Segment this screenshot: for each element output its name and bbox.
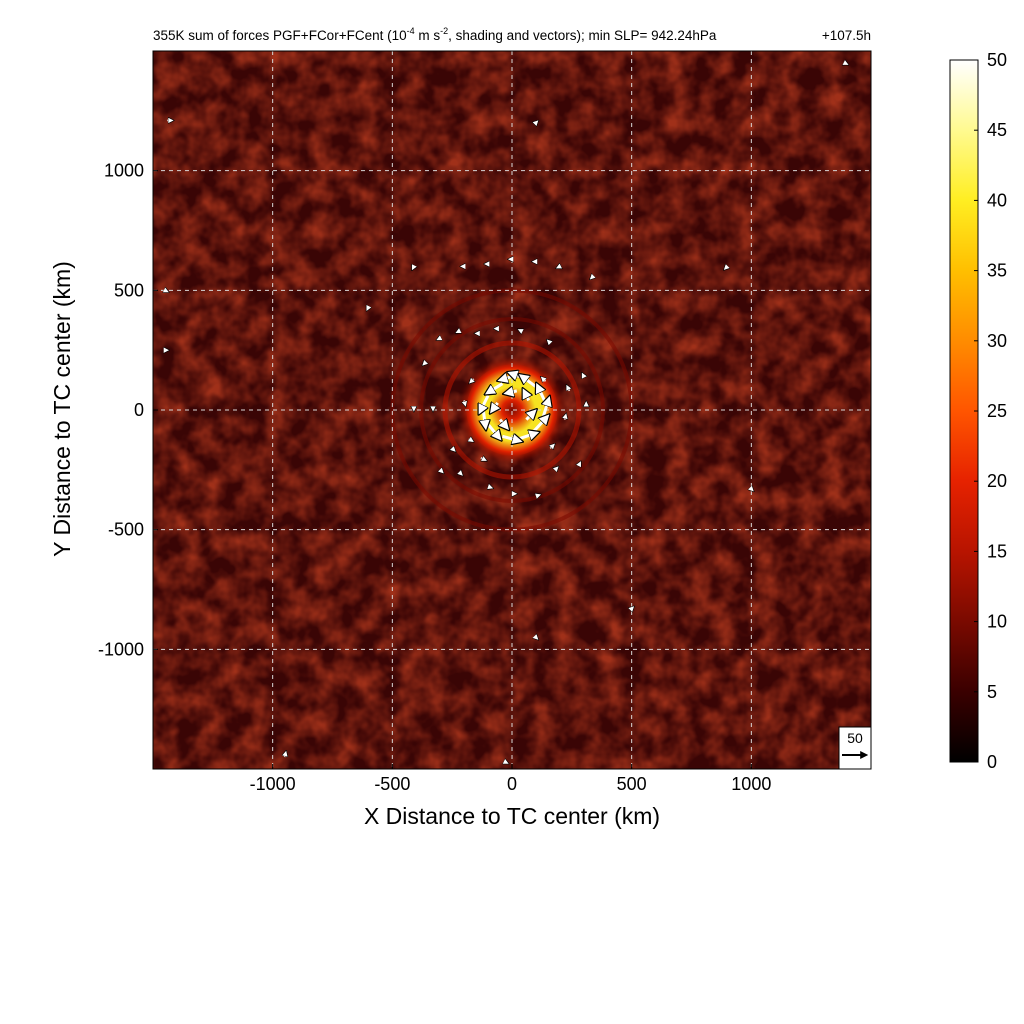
force-vector-arrow — [367, 307, 368, 309]
force-vector-arrow — [519, 330, 521, 331]
force-vector-arrow — [555, 468, 557, 470]
y-axis-ticks: -1000 -500 0 500 1000 — [98, 161, 158, 659]
plot-time-label: +107.5h — [822, 28, 871, 43]
force-vector-arrow — [725, 266, 727, 268]
force-vector-arrow — [565, 415, 566, 420]
force-vector-arrow — [567, 386, 569, 390]
force-vector-arrow — [424, 362, 426, 364]
force-vector-arrow — [505, 762, 507, 763]
y-axis-title: Y Distance to TC center (km) — [49, 261, 75, 557]
x-axis-title: X Distance to TC center (km) — [364, 803, 660, 829]
x-tick-label: 0 — [507, 774, 517, 794]
reference-vector-box: 50 — [838, 726, 872, 770]
x-tick-label: -500 — [374, 774, 410, 794]
colorbar-ticks: 0 5 10 15 20 25 30 35 40 45 50 — [974, 50, 1007, 772]
force-vector-arrow — [438, 338, 440, 339]
force-vector-arrow — [550, 445, 553, 448]
force-vector-arrow — [500, 420, 507, 428]
force-vector-arrow — [751, 489, 752, 490]
y-tick-label: 1000 — [104, 161, 144, 181]
force-vector-arrow — [469, 439, 472, 441]
force-vector-arrow — [452, 448, 454, 450]
force-vector-arrow — [507, 391, 518, 393]
force-vector-arrow — [591, 276, 593, 278]
force-vector-arrow — [464, 400, 465, 404]
x-tick-label: 500 — [617, 774, 647, 794]
colorbar-tick-label: 10 — [987, 612, 1007, 632]
rain-band-ring — [390, 288, 634, 532]
force-vector-arrow — [165, 290, 167, 291]
force-vector-arrow — [583, 374, 584, 376]
force-vector-arrow — [440, 470, 442, 472]
force-vector-arrow — [579, 463, 580, 465]
force-vector-arrow — [488, 487, 491, 488]
heatmap-storm-core — [455, 353, 569, 467]
plot-title: 355K sum of forces PGF+FCor+FCent (10-4 … — [153, 26, 717, 43]
force-vector-arrow — [536, 637, 537, 638]
colorbar-tick-label: 20 — [987, 471, 1007, 491]
force-vector-arrow — [285, 753, 286, 758]
x-axis-ticks: -1000 -500 0 500 1000 — [250, 764, 771, 794]
colorbar-tick-label: 45 — [987, 120, 1007, 140]
colorbar: 0 5 10 15 20 25 30 35 40 45 50 — [949, 50, 1007, 772]
force-vector-arrow — [413, 266, 414, 268]
colorbar-tick-label: 5 — [987, 682, 997, 702]
force-vector-arrow — [480, 394, 490, 412]
force-vector-arrow — [632, 608, 633, 609]
force-vector-arrow — [526, 412, 534, 420]
colorbar-tick-label: 35 — [987, 261, 1007, 281]
force-vector-arrow — [524, 391, 528, 402]
force-vector-arrow — [502, 436, 519, 440]
force-vector-arrow — [542, 378, 545, 381]
force-vector-arrow — [536, 495, 539, 496]
force-vector-arrow — [488, 382, 504, 393]
force-vector-arrow — [845, 63, 847, 64]
reference-vector-label: 50 — [847, 730, 863, 746]
y-tick-label: -500 — [108, 520, 144, 540]
colorbar-tick-label: 0 — [987, 752, 997, 772]
y-tick-label: -1000 — [98, 639, 144, 659]
force-vector-arrow — [470, 379, 473, 382]
colorbar-tick-label: 30 — [987, 331, 1007, 351]
force-vector-arrow — [558, 266, 560, 267]
force-vector-arrow — [481, 458, 485, 460]
colorbar-tick-label: 40 — [987, 190, 1007, 210]
x-tick-label: -1000 — [250, 774, 296, 794]
colorbar-tick-label: 50 — [987, 50, 1007, 70]
force-vector-arrow — [459, 472, 461, 474]
force-vector-arrow — [492, 403, 498, 411]
colorbar-tick-label: 25 — [987, 401, 1007, 421]
y-tick-label: 500 — [114, 280, 144, 300]
force-vectors — [165, 63, 847, 763]
colorbar-tick-label: 15 — [987, 541, 1007, 561]
colorbar-gradient — [949, 59, 979, 763]
y-tick-label: 0 — [134, 400, 144, 420]
force-vector-arrow — [536, 122, 537, 123]
x-tick-label: 1000 — [731, 774, 771, 794]
plot-area — [153, 51, 871, 769]
force-vector-arrow — [457, 331, 459, 332]
force-vector-arrow — [548, 341, 550, 343]
